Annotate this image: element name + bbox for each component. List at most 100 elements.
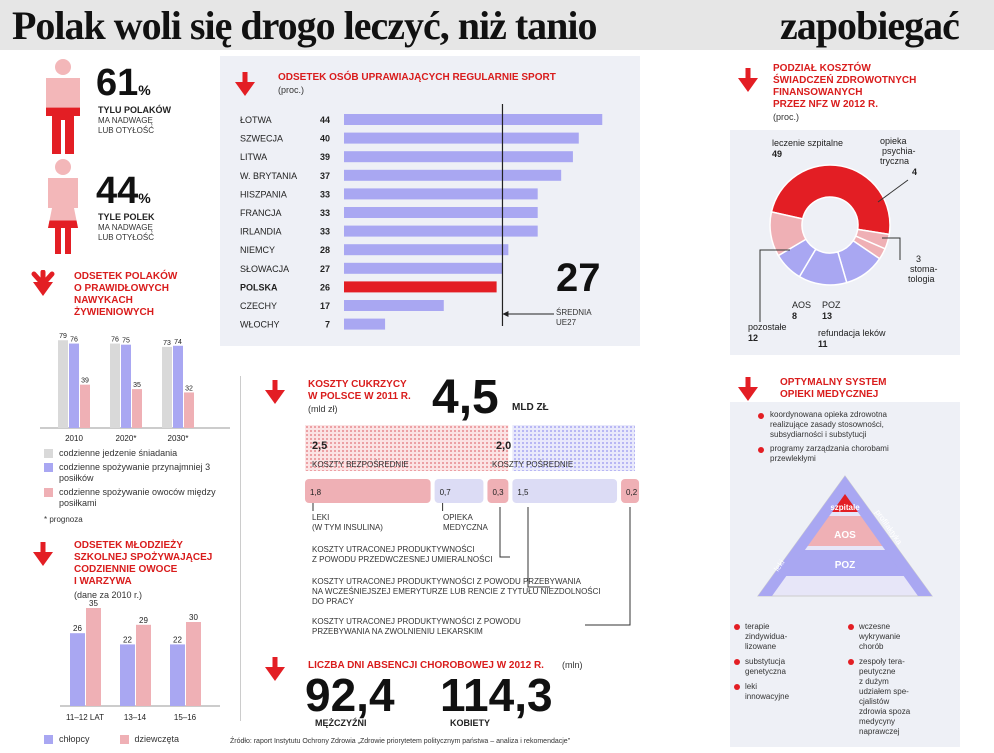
- sport-value-label: 26: [320, 282, 330, 292]
- obesity-women-value: 44%: [96, 170, 151, 212]
- habits-bar: [58, 340, 68, 428]
- diabetes-connectors: [499, 507, 631, 626]
- nfz-connector: [877, 179, 909, 203]
- youth-subtitle: (dane za 2010 r.): [74, 590, 143, 600]
- diabetes-part-bar: [621, 479, 640, 503]
- nfz-label: stoma-: [910, 264, 938, 274]
- down-arrow-icon: [738, 68, 758, 92]
- habits-value-label: 39: [81, 378, 89, 385]
- youth-chart: 26 35 11–12 LAT 22 29 13–14 22 30 15–16: [60, 599, 220, 722]
- habits-legend: codzienne jedzenie śniadania codzienne s…: [44, 448, 224, 509]
- diabetes-part-value: 0,3: [492, 488, 504, 497]
- page-title-continued: zapobiegać: [780, 3, 960, 48]
- nfz-label: POZ: [822, 300, 841, 310]
- legend-three-meals: codzienne spożywanie przynajmniej 3 posi…: [59, 462, 211, 483]
- bullet-icon: [758, 413, 764, 419]
- sport-country-label: WŁOCHY: [240, 320, 280, 330]
- habits-footnote: * prognoza: [44, 515, 83, 524]
- note-sick-leave: KOSZTY UTRACONEJ PRODUKTYWNOŚCI Z POWODU…: [312, 617, 521, 636]
- habits-category-label: 2010: [65, 434, 83, 443]
- sport-panel: [220, 56, 640, 346]
- sport-value-label: 37: [320, 171, 330, 181]
- sport-bar: [344, 114, 603, 125]
- youth-bar: [186, 622, 201, 706]
- note-premature-death: KOSZTY UTRACONEJ PRODUKTYWNOŚCI Z POWODU …: [312, 545, 493, 564]
- nfz-value: 49: [772, 149, 782, 159]
- absence-women-label: KOBIETY: [450, 718, 491, 728]
- habits-title: ODSETEK POLAKÓW O PRAWIDŁOWYCH NAWYKACH ŻYW…: [74, 271, 178, 318]
- obesity-men-line3: LUB OTYŁOŚĆ: [98, 126, 155, 135]
- nfz-value: 8: [792, 311, 797, 321]
- diabetes-part-bar: [512, 479, 618, 503]
- sport-bar: [344, 132, 579, 144]
- system-title: OPTYMALNY SYSTEM OPIEKI MEDYCZNEJ: [780, 377, 887, 400]
- system-bullets: koordynowana opieka zdrowotna realizujące…: [758, 410, 958, 464]
- indirect-costs-label: KOSZTY POŚREDNIE: [492, 460, 574, 469]
- nfz-value: 13: [822, 311, 832, 321]
- sport-value-label: 44: [320, 115, 330, 125]
- nfz-unit: (proc.): [773, 112, 800, 122]
- habits-value-label: 75: [122, 338, 130, 345]
- system-right-items: wczesne wykrywanie chorób zespoły tera-peu…: [848, 622, 953, 737]
- sport-value-label: 33: [320, 189, 330, 199]
- absence-women-value: 114,3: [440, 669, 553, 721]
- sport-chart: ŁOTWA 44 SZWECJA 40 LITWA 39 W. BRYTANIA 37 HISZ…: [240, 104, 603, 330]
- diabetes-part-value: 0,7: [440, 488, 452, 497]
- sport-bar: [344, 281, 497, 293]
- obesity-women-label: TYLE POLEK: [98, 212, 155, 222]
- obesity-women-line2: MA NADWAGĘ: [98, 223, 153, 232]
- habits-value-label: 32: [185, 385, 193, 392]
- diabetes-total-unit: MLD ZŁ: [512, 402, 549, 413]
- habits-bar: [110, 343, 120, 428]
- sport-bar: [344, 244, 509, 256]
- sport-average-arrowhead: [502, 311, 509, 317]
- diabetes-unit: (mld zł): [308, 404, 338, 414]
- title-bar: [0, 0, 994, 50]
- nfz-label: tologia: [908, 274, 935, 284]
- diabetes-part-bar: [487, 479, 509, 503]
- bullet-icon: [758, 447, 764, 453]
- sport-unit: (proc.): [278, 85, 305, 95]
- divider: [240, 376, 241, 721]
- sport-title: ODSETEK OSÓB UPRAWIAJĄCYCH REGULARNIE SP…: [278, 72, 556, 83]
- habits-value-label: 76: [70, 337, 78, 344]
- obesity-men-line2: MA NADWAGĘ: [98, 116, 153, 125]
- bullet-icon: [848, 624, 854, 630]
- habits-bar: [121, 344, 131, 428]
- habits-bar: [184, 392, 194, 428]
- nfz-slice: [770, 164, 891, 236]
- indirect-costs-value: 2,0: [496, 440, 512, 452]
- youth-bar: [120, 644, 135, 706]
- diabetes-part-value: 1,8: [310, 488, 322, 497]
- nfz-title: PODZIAŁ KOSZTÓW ŚWIADCZEŃ ZDROWOTNYCH FINA…: [773, 63, 917, 110]
- sport-country-label: CZECHY: [240, 301, 277, 311]
- down-arrow-icon: [738, 377, 758, 401]
- youth-title: ODSETEK MŁODZIEŻY SZKOLNEJ SPOŻYWAJĄCEJ CO…: [74, 540, 213, 587]
- absence-title: LICZBA DNI ABSENCJI CHOROBOWEJ W 2012 R.: [308, 660, 544, 671]
- nfz-slice: [769, 211, 807, 257]
- legend-swatch-pink: [44, 488, 53, 497]
- legend-breakfast: codzienne jedzenie śniadania: [59, 448, 178, 458]
- legend-swatch-lavender: [44, 463, 53, 472]
- sport-bar: [344, 262, 503, 274]
- youth-bar: [170, 644, 185, 706]
- source-note: Źródło: raport Instytutu Ochrony Zdrowia…: [230, 738, 571, 745]
- nfz-label: psychia-: [882, 146, 916, 156]
- youth-value-label: 22: [123, 635, 132, 644]
- sport-average-label: ŚREDNIA UE27: [556, 308, 592, 327]
- male-figure-icon: [46, 59, 80, 154]
- habits-value-label: 79: [59, 333, 67, 340]
- habits-bar: [162, 346, 172, 428]
- legend-fruit: codzienne spożywanie owoców między posił…: [59, 487, 216, 508]
- sport-value-label: 40: [320, 134, 330, 144]
- bullet-icon: [734, 659, 740, 665]
- sport-bar: [344, 225, 538, 237]
- legend-girls: dziewczęta: [134, 734, 180, 744]
- leki-label: LEKI (W TYM INSULINA): [312, 513, 383, 532]
- nfz-connector: [759, 249, 790, 322]
- diabetes-part-bar: [305, 479, 431, 503]
- youth-value-label: 22: [173, 635, 182, 644]
- diabetes-chart: 1,8 0,7 0,3 1,5 0,2: [305, 425, 640, 511]
- nfz-value: 12: [748, 333, 758, 343]
